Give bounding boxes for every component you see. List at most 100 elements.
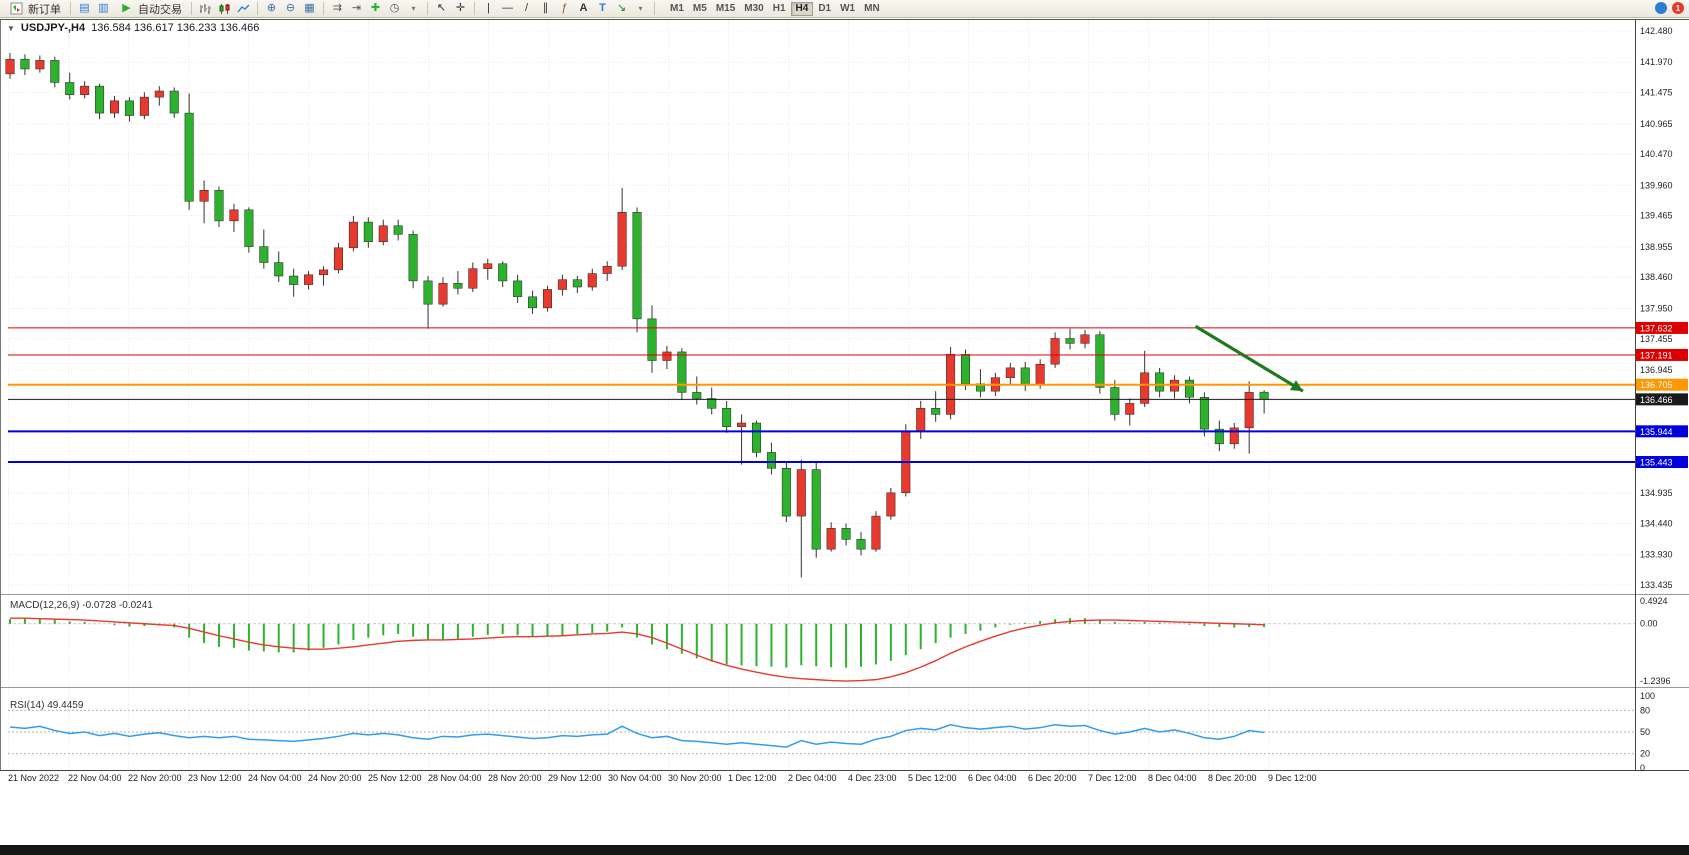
svg-text:25 Nov 12:00: 25 Nov 12:00	[368, 773, 422, 783]
auto-scroll-icon[interactable]: ⇉	[332, 2, 343, 14]
timeframe-MN[interactable]: MN	[864, 2, 880, 14]
periods-icon[interactable]: ◷	[389, 2, 400, 14]
trendline-tool-icon[interactable]: /	[524, 2, 529, 14]
svg-text:0.00: 0.00	[1640, 619, 1658, 629]
arrow-head-icon	[1289, 380, 1303, 392]
crosshair-icon[interactable]: ✛	[455, 2, 466, 14]
candle	[528, 296, 538, 309]
symbol-period-label: USDJPY-,H4	[20, 22, 86, 34]
candlestick-mode-icon[interactable]	[216, 1, 233, 16]
cursor-icon[interactable]: ↖	[436, 2, 447, 14]
svg-text:50: 50	[1640, 727, 1650, 737]
zoom-in-icon[interactable]: ⊕	[266, 2, 277, 14]
svg-text:135.944: 135.944	[1640, 427, 1673, 437]
candle	[1244, 392, 1254, 429]
candle	[304, 274, 314, 285]
new-order-button[interactable]: 新订单	[4, 1, 65, 17]
timeframe-H1[interactable]: H1	[772, 2, 786, 14]
svg-text:29 Nov 12:00: 29 Nov 12:00	[548, 773, 602, 783]
autotrading-button[interactable]: ▶ 自动交易	[114, 1, 186, 17]
svg-text:0.4924: 0.4924	[1640, 596, 1668, 606]
candle	[662, 351, 672, 361]
rsi-line	[9, 724, 1265, 748]
hline-layer[interactable]	[8, 327, 1635, 464]
timeframe-M1[interactable]: M1	[670, 2, 684, 14]
bar-chart-mode-icon[interactable]	[197, 1, 214, 16]
horizontal-line-tool-icon[interactable]: —	[502, 2, 513, 14]
candle	[737, 422, 747, 427]
svg-text:28 Nov 04:00: 28 Nov 04:00	[428, 773, 482, 783]
svg-text:24 Nov 04:00: 24 Nov 04:00	[248, 773, 302, 783]
candle	[289, 275, 299, 285]
arrows-dropdown-icon[interactable]: ▾	[638, 3, 643, 13]
candle	[65, 82, 75, 95]
candle	[811, 469, 821, 550]
candle	[871, 515, 881, 550]
candle	[752, 422, 761, 453]
vertical-line-tool-icon[interactable]: |	[487, 2, 490, 14]
collapse-chart-icon[interactable]: ▼	[7, 23, 15, 33]
candle	[931, 408, 941, 415]
candle	[692, 392, 702, 399]
candle	[1199, 397, 1209, 430]
toolbar-divider	[427, 2, 428, 15]
autotrading-play-icon: ▶	[122, 2, 131, 14]
arrows-tool-icon[interactable]: ↘	[616, 2, 627, 14]
text-tool-icon[interactable]: A	[579, 2, 588, 14]
market-watch-icon[interactable]: ▤	[79, 2, 90, 14]
line-chart-mode-icon[interactable]	[235, 1, 252, 16]
notification-badge[interactable]: 1	[1672, 2, 1684, 14]
svg-text:136.945: 136.945	[1640, 365, 1673, 375]
timeframe-M30[interactable]: M30	[744, 2, 764, 14]
chart-canvas[interactable]: MACD(12,26,9) -0.0728 -0.0241 RSI(14) 49.…	[0, 18, 1689, 845]
svg-text:134.935: 134.935	[1640, 488, 1673, 498]
svg-text:139.465: 139.465	[1640, 211, 1673, 221]
svg-text:136.705: 136.705	[1640, 380, 1673, 390]
candle	[513, 280, 523, 298]
candle	[319, 269, 329, 276]
candle	[1005, 367, 1015, 378]
svg-text:2 Dec 04:00: 2 Dec 04:00	[788, 773, 837, 783]
svg-text:22 Nov 04:00: 22 Nov 04:00	[68, 773, 122, 783]
toolbar-divider	[474, 2, 475, 15]
candle	[393, 225, 403, 235]
candle	[826, 528, 836, 550]
candle	[617, 212, 627, 267]
candle	[632, 212, 642, 320]
price-tag-137.632	[1636, 321, 1688, 334]
timeframe-W1[interactable]: W1	[840, 2, 856, 14]
tile-windows-icon[interactable]: ▦	[304, 2, 315, 14]
candle	[1125, 403, 1135, 415]
svg-text:137.950: 137.950	[1640, 303, 1673, 313]
data-window-icon[interactable]: ▥	[98, 2, 109, 14]
candle	[1020, 367, 1030, 386]
chart-shift-icon[interactable]: ⇥	[351, 2, 362, 14]
fibonacci-tool-icon[interactable]: ƒ	[561, 2, 568, 14]
candle	[35, 60, 45, 70]
community-icon[interactable]	[1655, 2, 1667, 14]
svg-text:-1.2396: -1.2396	[1640, 676, 1671, 686]
svg-text:137.632: 137.632	[1640, 323, 1673, 333]
channel-tool-icon[interactable]: ∥	[542, 2, 549, 14]
candle	[80, 85, 90, 95]
candle	[423, 280, 433, 305]
trend-arrow[interactable]	[1194, 324, 1304, 393]
new-order-label: 新订单	[28, 3, 61, 16]
candle	[647, 318, 657, 361]
add-indicator-icon[interactable]: ✚	[370, 2, 381, 14]
candle	[1065, 338, 1075, 344]
time-axis[interactable]: 21 Nov 2022 22 Nov 04:00 22 Nov 20:00 23 No…	[8, 773, 1317, 783]
toolbar-divider	[191, 2, 192, 15]
templates-dropdown-icon[interactable]: ▾	[411, 3, 416, 13]
candle	[1155, 372, 1165, 392]
price-tag-135.944	[1636, 425, 1688, 438]
candle	[766, 452, 776, 469]
timeframe-M5[interactable]: M5	[692, 2, 707, 14]
timeframe-H4[interactable]: H4	[790, 1, 814, 16]
svg-text:30 Nov 04:00: 30 Nov 04:00	[608, 773, 662, 783]
zoom-out-icon[interactable]: ⊖	[285, 2, 296, 14]
timeframe-M15[interactable]: M15	[715, 2, 736, 14]
timeframe-D1[interactable]: D1	[818, 2, 832, 14]
svg-text:133.930: 133.930	[1640, 550, 1673, 560]
text-label-tool-icon[interactable]: T	[599, 2, 606, 14]
